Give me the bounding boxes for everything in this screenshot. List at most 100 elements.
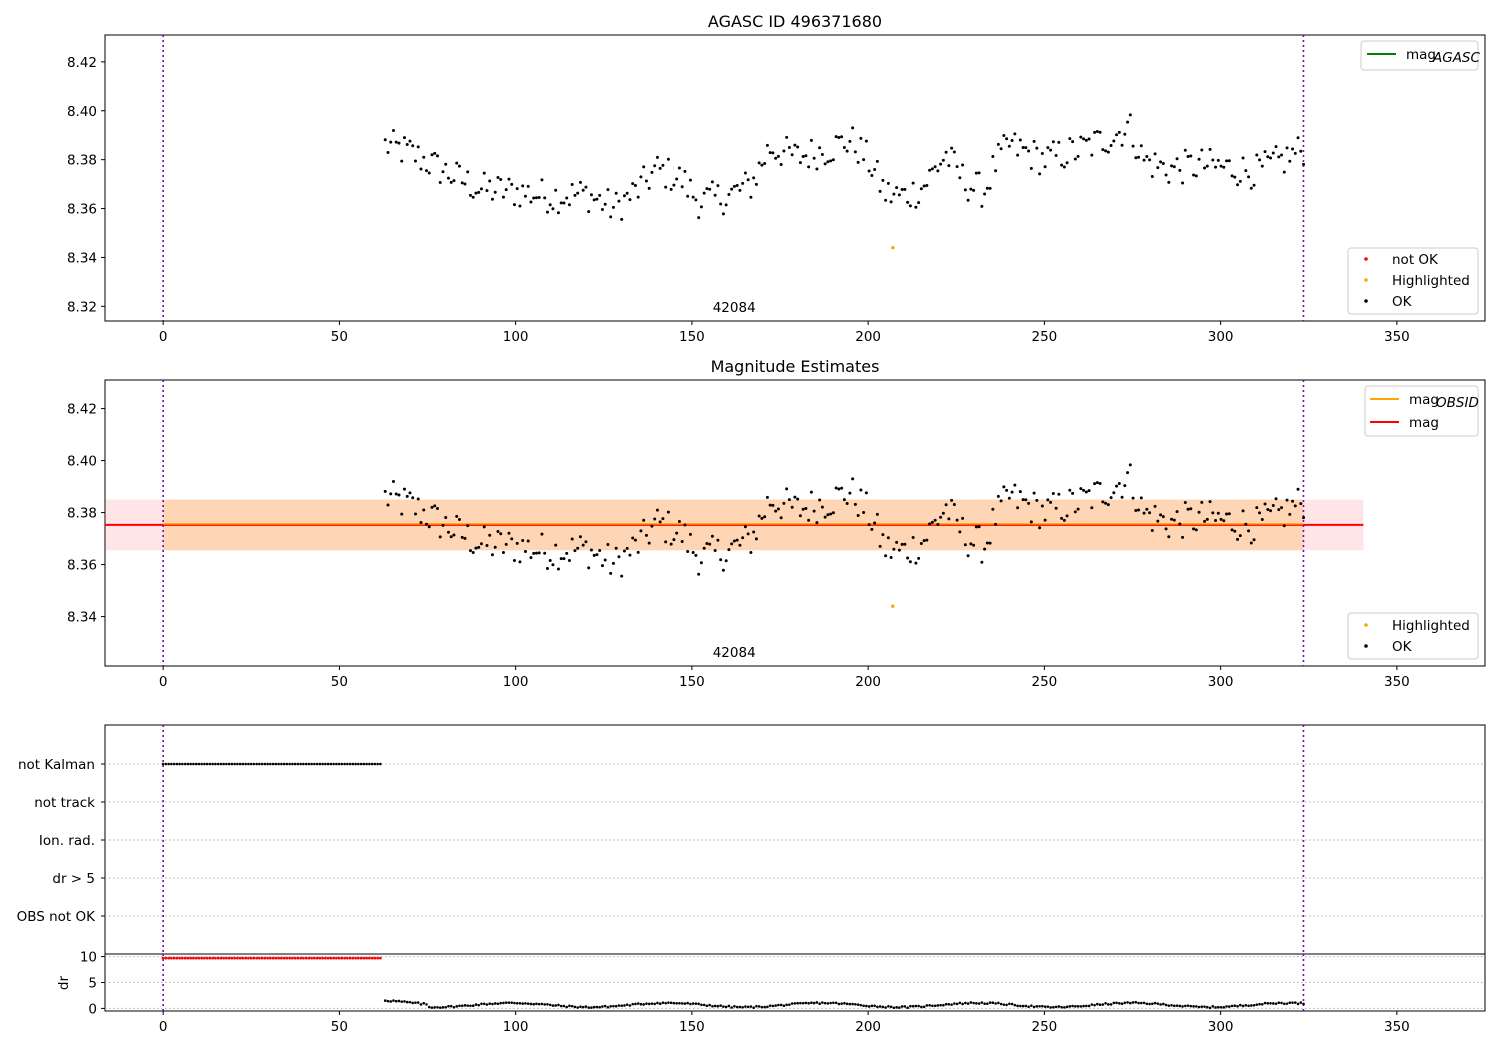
ok-point bbox=[1101, 148, 1105, 152]
ok-point bbox=[1282, 524, 1286, 528]
ok-point bbox=[1084, 490, 1088, 494]
dr-point bbox=[768, 1004, 772, 1007]
ok-point bbox=[716, 184, 720, 188]
ok-point bbox=[1117, 482, 1121, 486]
dr-not-ok-point bbox=[268, 956, 272, 960]
ok-point bbox=[386, 503, 390, 507]
dr-not-ok-point bbox=[345, 956, 349, 960]
not-kalman-point bbox=[293, 762, 297, 766]
not-kalman-point bbox=[255, 762, 258, 766]
ok-point bbox=[977, 525, 981, 529]
dr-point bbox=[1222, 1006, 1226, 1009]
ok-point bbox=[804, 154, 808, 158]
ok-point bbox=[1238, 179, 1242, 183]
ok-point bbox=[738, 188, 742, 192]
ok-point bbox=[435, 154, 439, 158]
dr-point bbox=[1021, 1004, 1025, 1008]
ok-point bbox=[1060, 163, 1064, 167]
ok-point bbox=[776, 507, 780, 511]
ok-point bbox=[702, 546, 706, 550]
ok-point bbox=[793, 495, 797, 499]
dr-point bbox=[994, 1002, 997, 1005]
dr-point bbox=[689, 1002, 692, 1006]
dr-point bbox=[584, 1005, 588, 1008]
ok-point bbox=[556, 567, 560, 571]
ok-point bbox=[699, 561, 703, 565]
ok-point bbox=[900, 187, 904, 191]
ok-point bbox=[405, 494, 409, 498]
ok-point bbox=[1131, 496, 1135, 500]
ok-point bbox=[1095, 481, 1099, 485]
magnitude-estimates-title: Magnitude Estimates bbox=[711, 357, 880, 376]
dr-point bbox=[469, 1004, 472, 1008]
dr-point bbox=[917, 1004, 920, 1008]
not-kalman-point bbox=[285, 762, 289, 766]
dr-point bbox=[554, 1004, 557, 1007]
ok-point bbox=[1172, 518, 1176, 522]
dr-point bbox=[686, 1001, 689, 1005]
dr-point bbox=[999, 1002, 1003, 1006]
ok-point bbox=[430, 505, 434, 509]
ok-point bbox=[444, 515, 448, 519]
dr-point bbox=[535, 1002, 538, 1006]
not-kalman-point bbox=[181, 762, 184, 766]
dr-point bbox=[485, 1003, 489, 1006]
not-kalman-point bbox=[351, 762, 355, 766]
ok-point bbox=[1013, 483, 1017, 487]
ok-point bbox=[419, 167, 423, 171]
ok-point bbox=[1005, 488, 1009, 492]
dr-point bbox=[810, 1001, 813, 1005]
dr-not-ok-point bbox=[304, 956, 308, 960]
dr-point bbox=[1129, 1001, 1132, 1005]
ok-point bbox=[543, 551, 547, 555]
ok-point bbox=[1051, 492, 1055, 496]
ok-point bbox=[1040, 151, 1044, 155]
ok-point bbox=[691, 195, 695, 199]
ok-point bbox=[1109, 144, 1113, 148]
ok-point bbox=[1247, 175, 1251, 179]
ok-point bbox=[903, 542, 907, 546]
dr-point bbox=[529, 1002, 533, 1006]
ok-point bbox=[556, 211, 560, 215]
ok-point bbox=[620, 217, 624, 221]
ok-point bbox=[897, 193, 901, 197]
dr-point bbox=[796, 1001, 799, 1005]
ok-point bbox=[631, 536, 635, 540]
dr-point bbox=[441, 1006, 445, 1009]
ok-point bbox=[1225, 159, 1229, 163]
ok-point bbox=[947, 517, 951, 521]
not-kalman-point bbox=[249, 762, 253, 766]
dr-not-ok-point bbox=[178, 956, 182, 960]
dr-point bbox=[892, 1006, 896, 1010]
dr-point bbox=[392, 999, 395, 1002]
x-tick-label: 250 bbox=[1031, 1019, 1057, 1035]
dr-point bbox=[1206, 1005, 1209, 1009]
flag-category-label: not Kalman bbox=[18, 757, 95, 773]
dr-not-ok-point bbox=[167, 956, 171, 960]
dr-point bbox=[433, 1006, 437, 1009]
dr-point bbox=[447, 1004, 450, 1008]
ok-point bbox=[1054, 506, 1058, 510]
dr-not-ok-point bbox=[332, 956, 336, 960]
dr-point bbox=[865, 1004, 868, 1008]
dr-point bbox=[947, 1002, 951, 1006]
dr-not-ok-point bbox=[296, 956, 300, 960]
dr-point bbox=[1159, 1003, 1162, 1006]
dr-point bbox=[606, 1005, 610, 1009]
dr-point bbox=[854, 1002, 857, 1006]
ok-point bbox=[875, 159, 879, 163]
not-kalman-point bbox=[225, 762, 228, 766]
ok-point bbox=[666, 510, 670, 514]
dr-point bbox=[1266, 1002, 1270, 1005]
not-kalman-point bbox=[247, 762, 250, 766]
ok-point bbox=[422, 508, 426, 512]
ok-point bbox=[1073, 157, 1077, 161]
dr-point bbox=[557, 1003, 560, 1007]
dr-point bbox=[1076, 1004, 1080, 1008]
ok-point bbox=[1153, 504, 1157, 508]
dr-point bbox=[1010, 1002, 1014, 1006]
dr-not-ok-point bbox=[321, 956, 325, 960]
legend-box bbox=[1360, 40, 1479, 71]
not-kalman-point bbox=[324, 762, 327, 766]
dr-not-ok-point bbox=[235, 956, 239, 960]
